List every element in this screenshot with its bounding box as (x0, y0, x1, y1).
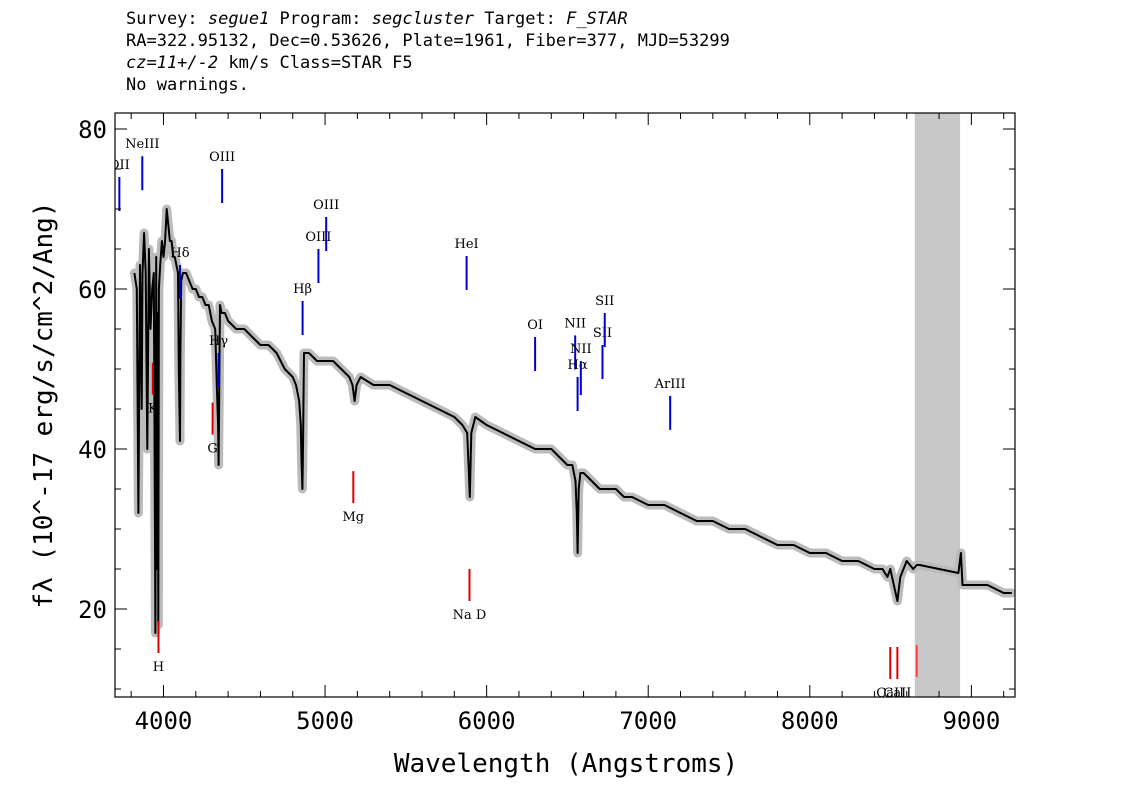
absorption-line-label: Mg (343, 510, 365, 525)
emission-line-label: OIII (313, 198, 339, 213)
emission-line-label: OIII (305, 230, 331, 245)
x-tick-label: 8000 (781, 707, 839, 735)
x-axis-title: Wavelength (Angstroms) (394, 749, 738, 779)
x-tick-label: 9000 (942, 707, 1000, 735)
header-line-3: cz=11+/-2 km/s Class=STAR F5 (126, 52, 730, 74)
x-tick-label: 4000 (135, 707, 193, 735)
absorption-line-label: CaII (876, 686, 904, 701)
emission-line-label: Hγ (209, 334, 228, 349)
y-tick-label: 60 (78, 276, 107, 304)
absorption-line-label: G (207, 442, 217, 457)
emission-line-label: Hβ (293, 282, 312, 297)
redshift-value: cz=11+/-2 (126, 53, 219, 73)
emission-line-label: Hα (568, 358, 588, 373)
y-axis-title: fλ (10^-17 erg/s/cm^2/Ang) (29, 202, 59, 609)
emission-line-label: NeIII (125, 137, 159, 152)
spectrum-header: Survey: segue1 Program: segcluster Targe… (126, 8, 730, 96)
emission-line-label: NII (564, 316, 586, 331)
survey-value: segue1 (207, 9, 270, 29)
x-tick-label: 6000 (458, 707, 516, 735)
y-tick-label: 20 (78, 596, 107, 624)
plot-frame (114, 112, 1016, 698)
masked-region-layer (914, 113, 961, 697)
emission-line-label: ArIII (654, 377, 686, 392)
class-label: km/s Class=STAR F5 (218, 53, 413, 73)
absorption-line-label: K (148, 402, 158, 417)
survey-label: Survey: (126, 9, 208, 29)
emission-line-label: HeI (455, 237, 479, 252)
header-line-4: No warnings. (126, 75, 249, 95)
absorption-line-label: Na D (453, 608, 487, 623)
spectrum-line (133, 208, 1012, 634)
emission-line-label: OIII (209, 150, 235, 165)
header-line-2: RA=322.95132, Dec=0.53626, Plate=1961, F… (126, 31, 730, 51)
emission-line-label: OII (109, 158, 130, 173)
emission-line-label: SII (595, 294, 614, 309)
axes-layer: 4000 5000 6000 7000 8000 9000 20 40 60 80 (78, 112, 1016, 735)
y-axis-title-text: fλ (10^-17 erg/s/cm^2/Ang) (29, 202, 59, 609)
absorption-line-label: CaII (883, 686, 911, 701)
emission-line-label: SII (593, 326, 612, 341)
emission-line-label: OI (527, 318, 543, 333)
header-line-1: Survey: segue1 Program: segcluster Targe… (126, 8, 730, 30)
y-tick-label: 40 (78, 436, 107, 464)
x-tick-label: 5000 (296, 707, 354, 735)
x-tick-label: 7000 (619, 707, 677, 735)
target-label: Target: (474, 9, 567, 29)
program-label: Program: (269, 9, 372, 29)
masked-region (914, 113, 961, 697)
emission-line-label: NII (570, 342, 592, 357)
absorption-line-label: H (153, 660, 164, 675)
spectrum-layer (133, 208, 1012, 634)
y-tick-label: 80 (78, 116, 107, 144)
program-value: segcluster (371, 9, 475, 29)
emission-line-label: Hδ (170, 246, 189, 261)
target-value: F_STAR (566, 9, 628, 29)
